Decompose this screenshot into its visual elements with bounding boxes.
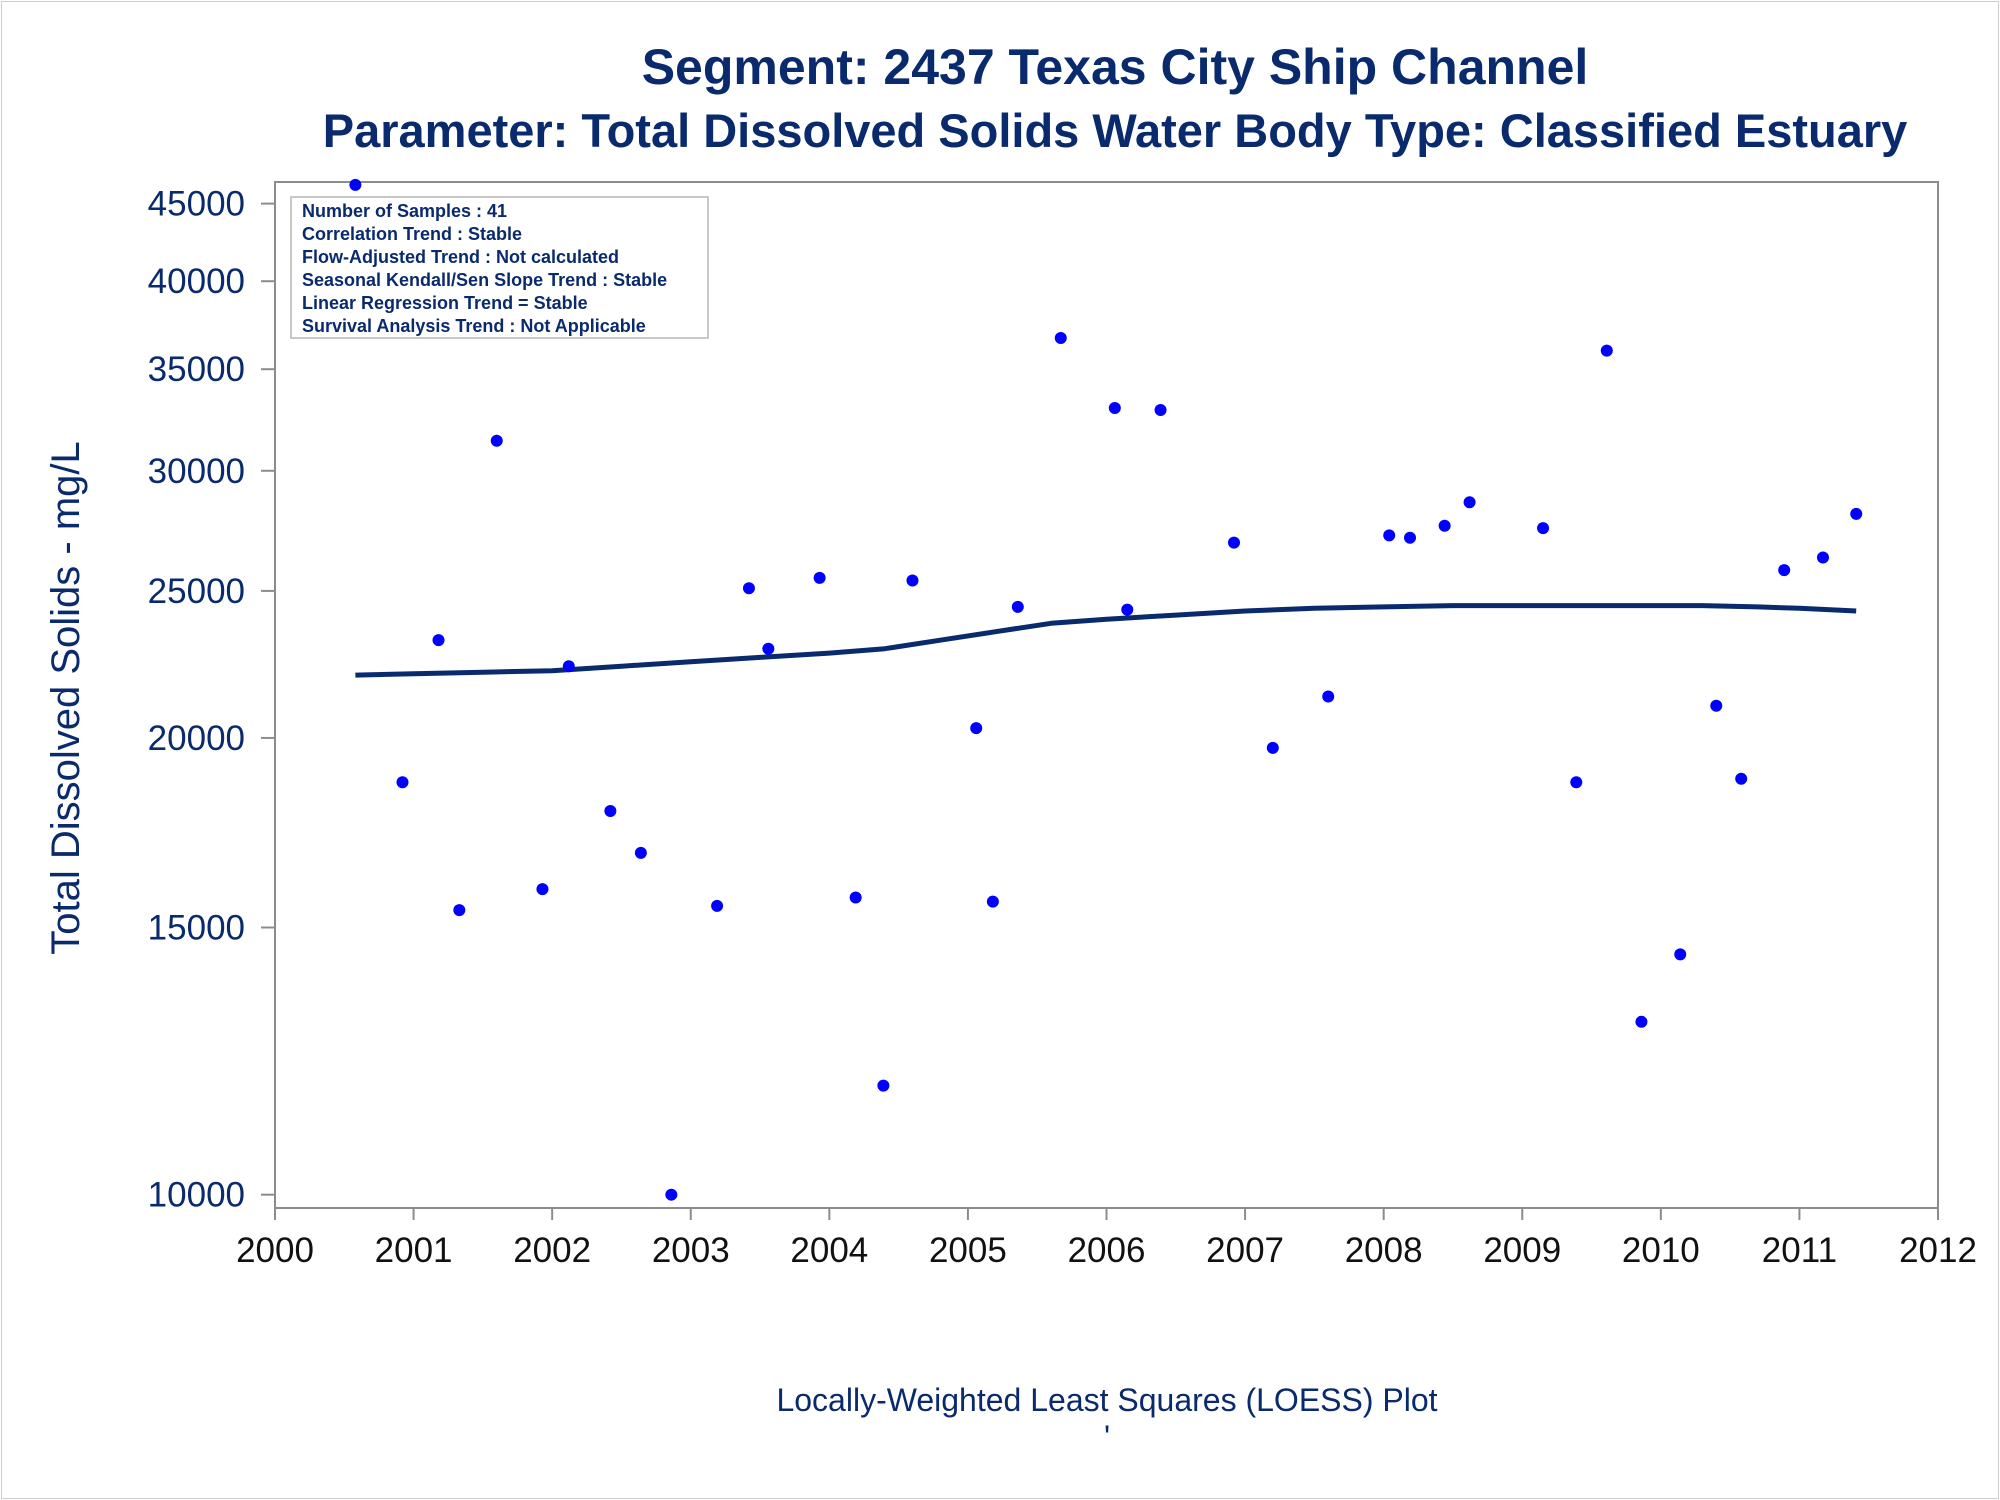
data-point: [604, 805, 617, 818]
data-point: [877, 1079, 890, 1092]
data-point: [453, 904, 466, 917]
data-point: [1850, 507, 1863, 520]
legend-line-flow-adjusted: Flow-Adjusted Trend : Not calculated: [302, 247, 619, 267]
x-tick-label: 2005: [929, 1231, 1007, 1270]
data-point: [562, 660, 575, 673]
data-point: [1227, 536, 1240, 549]
data-point: [1778, 564, 1791, 577]
legend-line-correlation: Correlation Trend : Stable: [302, 224, 522, 244]
data-point: [1600, 344, 1613, 357]
y-tick-label: 35000: [148, 350, 245, 389]
data-point: [970, 722, 983, 735]
data-point: [1635, 1015, 1648, 1028]
data-point: [711, 899, 724, 912]
data-point: [1438, 519, 1451, 532]
data-point: [1570, 776, 1583, 789]
y-tick-label: 20000: [148, 719, 245, 758]
legend-line-seasonal-kendall: Seasonal Kendall/Sen Slope Trend : Stabl…: [302, 270, 667, 290]
data-point: [813, 571, 826, 584]
y-tick-label: 10000: [148, 1176, 245, 1215]
legend-line-survival-analysis: Survival Analysis Trend : Not Applicable: [302, 316, 646, 336]
y-tick-label: 15000: [148, 909, 245, 948]
data-point: [1537, 522, 1550, 535]
x-tick-label: 2010: [1622, 1231, 1700, 1270]
data-point: [1710, 699, 1723, 712]
y-axis: 10000 15000 20000 25000 30000 35000 40000 45000: [148, 185, 275, 1215]
chart-title: Segment: 2437 Texas City Ship Channel: [642, 39, 1589, 95]
data-point: [742, 582, 755, 595]
x-tick-label: 2007: [1206, 1231, 1284, 1270]
legend-line-samples: Number of Samples : 41: [302, 201, 507, 221]
x-tick-label: 2011: [1762, 1231, 1837, 1270]
x-tick-label: 2002: [513, 1231, 591, 1270]
x-tick-label: 2009: [1483, 1231, 1561, 1270]
loess-curve: [355, 603, 1857, 678]
data-point: [849, 891, 862, 904]
x-tick-label: 2001: [375, 1231, 453, 1270]
data-point: [1735, 772, 1748, 785]
y-tick-label: 30000: [148, 452, 245, 491]
data-point: [1463, 496, 1476, 509]
data-point: [536, 883, 549, 896]
x-tick-label: 2004: [790, 1231, 868, 1270]
data-point: [665, 1188, 678, 1201]
data-point: [1383, 529, 1396, 542]
data-point: [634, 846, 647, 859]
data-point: [349, 178, 362, 191]
x-tick-label: 2006: [1068, 1231, 1146, 1270]
data-point: [1011, 600, 1024, 613]
data-point: [986, 895, 999, 908]
data-point: [1266, 741, 1279, 754]
plot-marks: [349, 178, 1863, 1201]
y-axis-label: Total Dissolved Solids - mg/L: [44, 441, 88, 955]
data-point: [762, 642, 775, 655]
x-tick-label: 2008: [1345, 1231, 1423, 1270]
y-tick-label: 45000: [148, 185, 245, 224]
data-point: [1674, 948, 1687, 961]
footnote-mark: ': [1104, 1419, 1110, 1455]
legend-frame: [290, 196, 709, 339]
legend-line-linear-regression: Linear Regression Trend = Stable: [302, 293, 588, 313]
data-point: [490, 434, 503, 447]
x-tick-label: 2012: [1899, 1231, 1977, 1270]
data-point: [432, 634, 445, 647]
data-point: [396, 776, 409, 789]
data-point: [906, 574, 919, 587]
chart-subtitle: Parameter: Total Dissolved Solids Water …: [323, 104, 1908, 157]
x-tick-label: 2000: [236, 1231, 314, 1270]
data-point: [1816, 551, 1829, 564]
y-tick-label: 25000: [148, 572, 245, 611]
data-point: [1154, 403, 1167, 416]
x-tick-label: 2003: [652, 1231, 730, 1270]
y-tick-label: 40000: [148, 262, 245, 301]
x-axis: 2000 2001 2002 2003 2004 2005 2006 2007 2008 2009…: [236, 1208, 1977, 1270]
legend-box: Number of Samples : 41 Correlation Trend…: [290, 196, 709, 339]
data-point: [1403, 531, 1416, 544]
data-point: [1108, 401, 1121, 414]
data-point: [1054, 331, 1067, 344]
data-point: [1121, 603, 1134, 616]
data-point: [1322, 690, 1335, 703]
footnote: Locally-Weighted Least Squares (LOESS) P…: [776, 1382, 1437, 1418]
